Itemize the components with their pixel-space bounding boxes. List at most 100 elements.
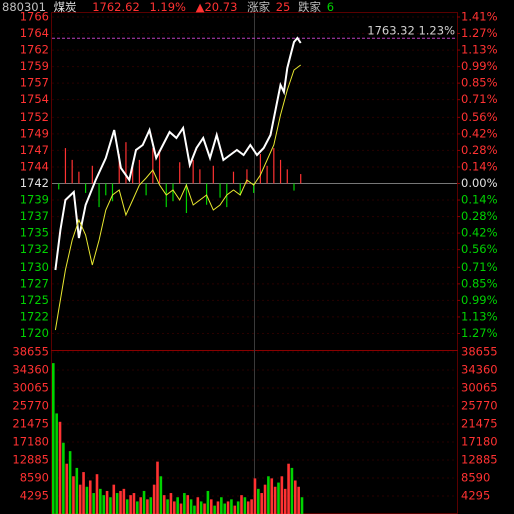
y-tick-label: 1764 [20,26,49,40]
y-tick-label: 1759 [20,59,49,73]
volume-bar [287,463,290,514]
volume-bar [183,493,186,514]
y-tick-label: 1747 [20,143,49,157]
volume-tick-label-right: 21475 [461,417,498,431]
header: 880301 煤炭 1762.62 1.19% ▲20.73 涨家 25 跌家 … [2,0,334,14]
volume-bar [240,495,243,514]
volume-bar [220,497,223,514]
volume-tick-label: 25770 [12,399,49,413]
volume-bar [75,467,79,514]
y2-tick-label: 1.27% [461,26,498,40]
y-tick-label: 1739 [20,193,49,207]
volume-bar [105,490,109,514]
volume-bar [263,484,267,514]
volume-bar [85,486,89,514]
volume-bar [176,497,179,514]
volume-bar [52,363,55,514]
volume-bar [95,474,99,514]
volume-tick-label-right: 12885 [461,453,498,467]
volume-tick-label-right: 30065 [461,381,498,395]
volume-bar [179,503,183,514]
y2-tick-label: 0.99% [461,59,498,73]
up-count: 25 [276,0,291,14]
volume-bar [102,495,106,514]
price-line [54,36,302,271]
y2-tick-label: 0.00% [461,176,498,190]
y-tick-label: 1742 [20,176,49,190]
volume-bar [122,488,126,514]
volume-bar [196,497,200,514]
code: 880301 [2,0,46,14]
y2-tick-label: 1.27% [461,326,498,340]
volume-bar [233,505,237,514]
volume-bar [193,505,196,514]
volume-bar [246,501,250,514]
y2-tick-label: 1.13% [461,309,498,323]
down-count: 6 [327,0,334,14]
volume-bar [172,501,176,514]
volume-tick-label: 30065 [12,381,49,395]
volume-bar [267,476,270,514]
volume-bar [199,501,203,514]
volume-bar [72,476,75,514]
y-tick-label: 1735 [20,226,49,240]
y2-tick-label: 0.28% [461,209,498,223]
y-tick-label: 1722 [20,309,49,323]
volume-bar [65,463,69,514]
volume-tick-label: 12885 [12,453,49,467]
volume-bar [297,486,300,514]
change-pct: 1.19% [149,0,186,14]
volume-bar [216,501,220,514]
up-label: 涨家 [247,0,270,14]
y2-tick-label: 0.56% [461,242,498,256]
y2-tick-label: 0.85% [461,276,498,290]
y-tick-label: 1730 [20,260,49,274]
volume-tick-label-right: 34360 [461,363,498,377]
volume-bar [186,495,190,514]
volume-bar [112,484,116,514]
volume-bar [257,488,260,514]
volume-bar [283,488,287,514]
y-tick-label: 1762 [20,43,49,57]
change: ▲20.73 [196,0,238,14]
volume-tick-label: 38655 [12,345,49,359]
name: 煤炭 [54,0,77,14]
volume-bar [250,499,253,514]
volume-bar [270,478,274,514]
volume-bar [169,493,173,514]
volume-bar [62,442,65,514]
y2-tick-label: 1.13% [461,43,498,57]
volume-bar [88,480,92,514]
volume-bar [68,451,72,514]
volume-bar [223,503,227,514]
volume-bar [243,497,247,514]
volume-tick-label-right: 17180 [461,435,498,449]
y-tick-label: 1757 [20,76,49,90]
y-tick-label: 1725 [20,293,49,307]
volume-tick-label-right: 8590 [461,471,490,485]
volume-bar [129,495,132,514]
y-tick-label: 1720 [20,326,49,340]
y2-tick-label: 0.71% [461,260,498,274]
volume-bar [139,497,142,514]
y-tick-label: 1744 [20,159,49,173]
volume-bar [115,493,119,514]
y-tick-label: 1754 [20,92,49,106]
volume-bar [209,499,213,514]
y-tick-label: 1749 [20,126,49,140]
volume-bar [99,488,102,514]
volume-tick-label: 17180 [12,435,49,449]
volume-bar [300,497,304,514]
y2-tick-label: 0.28% [461,143,498,157]
y2-tick-label: 0.14% [461,159,498,173]
volume-bar [189,499,193,514]
volume-bar [213,505,216,514]
price: 1762.62 [92,0,140,14]
volume-bar [159,476,163,514]
volume-bar [230,499,233,514]
y-tick-label: 1766 [20,10,49,24]
volume-bar [260,493,263,514]
volume-bar [166,499,169,514]
